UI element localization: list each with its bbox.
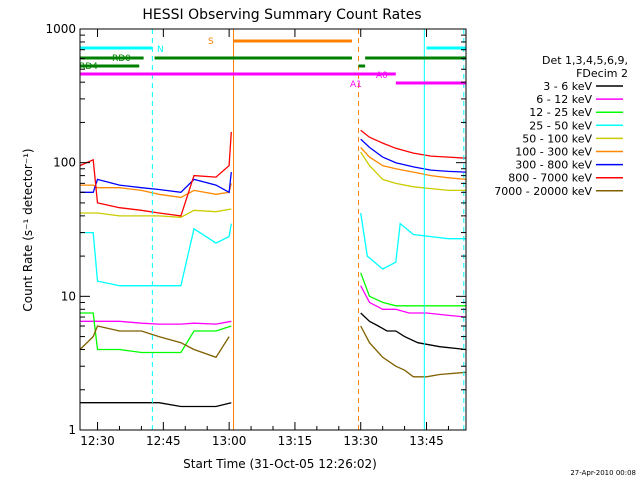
y-axis-label: Count Rate (s⁻¹ detector⁻¹) <box>21 148 35 311</box>
series-layer <box>79 129 467 408</box>
state-bar-label-n: N <box>157 45 164 55</box>
state-bars-layer: N RD0 RD4 S A0 A1 <box>79 37 466 90</box>
series-line-5 <box>80 146 467 199</box>
legend-header-0: Det 1,3,4,5,6,9, <box>542 54 628 67</box>
legend-label-4: 50 - 100 keV <box>522 132 592 145</box>
state-bar-label-s: S <box>208 37 214 47</box>
series-line-8 <box>79 325 467 378</box>
state-bar-label-rd4: RD4 <box>79 62 98 72</box>
state-bar-label-a0: A0 <box>376 71 388 81</box>
legend-label-0: 3 - 6 keV <box>543 80 592 93</box>
y-tick-label-0: 1 <box>68 423 76 437</box>
state-bar-label-a1: A1 <box>350 80 362 90</box>
x-tick-label-3: 13:15 <box>278 434 313 448</box>
legend-label-1: 6 - 12 keV <box>536 93 592 106</box>
x-tick-label-0: 12:30 <box>80 434 115 448</box>
y-tick-label-2: 100 <box>53 156 76 170</box>
legend-label-3: 25 - 50 keV <box>529 119 592 132</box>
legend-label-2: 12 - 25 keV <box>529 106 592 119</box>
x-axis-label: Start Time (31-Oct-05 12:26:02) <box>183 457 377 471</box>
state-bar-label-rd0: RD0 <box>112 54 131 64</box>
series-line-1 <box>80 285 467 325</box>
footer-timestamp: 27-Apr-2010 00:08 <box>570 469 636 477</box>
series-line-7 <box>79 129 467 217</box>
legend-label-8: 7000 - 20000 keV <box>494 185 592 198</box>
chart-title: HESSI Observing Summary Count Rates <box>142 7 421 23</box>
y-tick-label-3: 1000 <box>45 22 76 36</box>
series-line-3 <box>80 212 466 287</box>
series-line-6 <box>80 138 467 194</box>
axes-layer: 12:30 12:45 13:00 13:15 13:30 13:45 1 10 100 1000 <box>45 22 467 448</box>
y-tick-label-1: 10 <box>61 289 76 303</box>
markers-layer <box>79 29 465 430</box>
x-tick-label-2: 13:00 <box>212 434 247 448</box>
legend-label-7: 800 - 7000 keV <box>508 172 592 185</box>
legend-label-5: 100 - 300 keV <box>515 146 592 159</box>
legend-label-6: 300 - 800 keV <box>515 159 592 172</box>
x-tick-label-5: 13:45 <box>409 434 444 448</box>
legend-header-1: FDecim 2 <box>576 67 628 80</box>
series-line-4 <box>80 151 466 218</box>
x-tick-label-4: 13:30 <box>343 434 378 448</box>
series-line-0 <box>80 312 467 408</box>
x-tick-label-1: 12:45 <box>146 434 181 448</box>
